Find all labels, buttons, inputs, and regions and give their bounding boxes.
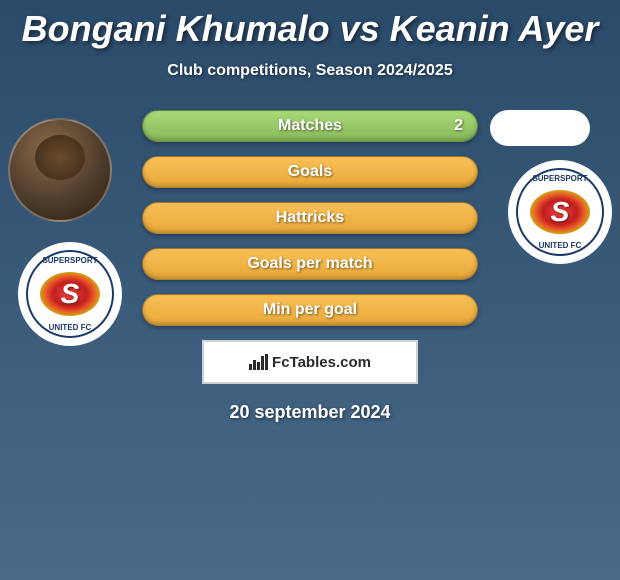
stat-label: Goals [288,163,332,181]
player-right-avatar [490,110,590,146]
stat-bar-hattricks: Hattricks [142,202,478,234]
stat-label: Hattricks [276,209,344,227]
stat-label: Goals per match [247,255,372,273]
page-title: Bongani Khumalo vs Keanin Ayer [0,0,620,50]
chart-icon [249,354,268,370]
stat-bar-matches: Matches 2 [142,110,478,142]
badge-logo-icon [530,190,590,234]
date-label: 20 september 2024 [0,402,620,423]
comparison-content: SUPERSPORT UNITED FC SUPERSPORT UNITED F… [0,110,620,423]
stat-label: Min per goal [263,301,357,319]
club-badge-left: SUPERSPORT UNITED FC [18,242,122,346]
stat-bar-min-per-goal: Min per goal [142,294,478,326]
player-left-avatar [8,118,112,222]
stat-label: Matches [278,117,342,135]
badge-text-top: SUPERSPORT [42,256,97,265]
badge-text-bottom: UNITED FC [539,241,582,250]
stat-bar-goals: Goals [142,156,478,188]
badge-logo-icon [40,272,100,316]
season-subtitle: Club competitions, Season 2024/2025 [0,62,620,80]
badge-text-top: SUPERSPORT [532,174,587,183]
stat-value: 2 [454,117,463,135]
fctables-badge: FcTables.com [202,340,418,384]
stat-bars: Matches 2 Goals Hattricks Goals per matc… [142,110,478,326]
fctables-label: FcTables.com [272,354,371,371]
club-badge-right: SUPERSPORT UNITED FC [508,160,612,264]
stat-bar-goals-per-match: Goals per match [142,248,478,280]
badge-text-bottom: UNITED FC [49,323,92,332]
